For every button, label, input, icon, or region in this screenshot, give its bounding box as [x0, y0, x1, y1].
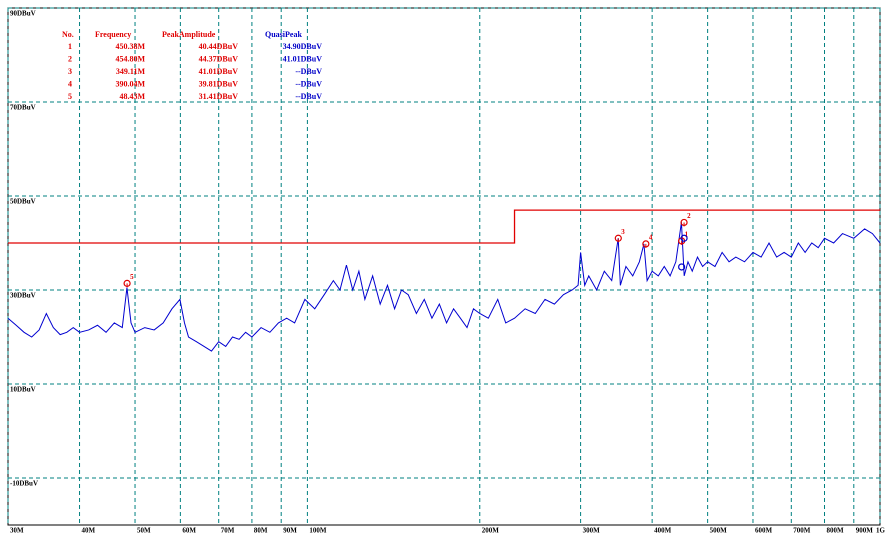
x-tick-label: 200M	[482, 527, 500, 535]
marker-label: 4	[649, 234, 653, 242]
row-peak: 41.01DBuV	[199, 67, 239, 76]
quasipeak-marker	[680, 234, 688, 242]
y-tick-label: 10DBuV	[10, 386, 36, 394]
marker-label: 5	[130, 273, 134, 281]
row-peak: 39.81DBuV	[199, 79, 239, 88]
peak-marker	[680, 218, 688, 227]
trace-line	[7, 222, 881, 352]
x-tick-label: 300M	[583, 527, 601, 535]
x-tick-label: 800M	[827, 527, 845, 535]
row-no: 3	[68, 67, 72, 76]
row-no: 5	[68, 92, 72, 101]
peak-marker	[642, 240, 650, 248]
row-quasipeak: --DBuV	[295, 92, 322, 101]
row-peak: 31.41DBuV	[199, 92, 239, 101]
row-no: 4	[68, 79, 72, 88]
row-frequency: 349.11M	[116, 67, 146, 76]
row-frequency: 48.43M	[119, 92, 145, 101]
table-header: QuasiPeak	[265, 30, 302, 39]
peak-marker	[614, 234, 622, 242]
row-quasipeak: 34.90DBuV	[283, 42, 323, 51]
x-tick-label: 50M	[137, 527, 151, 535]
y-tick-label: 70DBuV	[10, 104, 36, 112]
x-tick-label: 1G	[876, 527, 886, 535]
y-tick-label: 90DBuV	[10, 10, 36, 18]
table-header: Frequency	[95, 30, 131, 39]
y-tick-label: 50DBuV	[10, 198, 36, 206]
plot-frame	[7, 7, 881, 526]
x-tick-label: 30M	[10, 527, 24, 535]
y-tick-label: -10DBuV	[10, 480, 38, 488]
table-header: No.	[62, 30, 74, 39]
row-frequency: 450.38M	[115, 42, 145, 51]
row-peak: 40.44DBuV	[199, 42, 239, 51]
peak-marker	[123, 279, 131, 287]
row-frequency: 454.80M	[115, 54, 145, 63]
marker-label: 1	[685, 231, 689, 239]
row-quasipeak: 41.01DBuV	[283, 54, 323, 63]
x-tick-label: 60M	[182, 527, 196, 535]
x-tick-label: 70M	[221, 527, 235, 535]
y-tick-label: 30DBuV	[10, 292, 36, 300]
row-no: 2	[68, 54, 72, 63]
row-quasipeak: --DBuV	[295, 79, 322, 88]
x-tick-label: 500M	[710, 527, 728, 535]
x-tick-label: 100M	[309, 527, 327, 535]
limit-line	[8, 209, 880, 244]
row-quasipeak: --DBuV	[295, 67, 322, 76]
row-no: 1	[68, 42, 72, 51]
x-tick-label: 80M	[254, 527, 268, 535]
marker-label: 3	[621, 228, 625, 236]
x-tick-label: 700M	[793, 527, 811, 535]
x-tick-label: 600M	[755, 527, 773, 535]
x-tick-label: 900M	[856, 527, 874, 535]
x-tick-label: 400M	[654, 527, 672, 535]
table-header: PeakAmplitude	[162, 30, 216, 39]
x-tick-label: 90M	[283, 527, 297, 535]
quasipeak-marker	[678, 263, 686, 271]
row-peak: 44.37DBuV	[199, 54, 239, 63]
row-frequency: 390.04M	[115, 79, 145, 88]
x-tick-label: 40M	[82, 527, 96, 535]
marker-label: 2	[687, 212, 691, 220]
